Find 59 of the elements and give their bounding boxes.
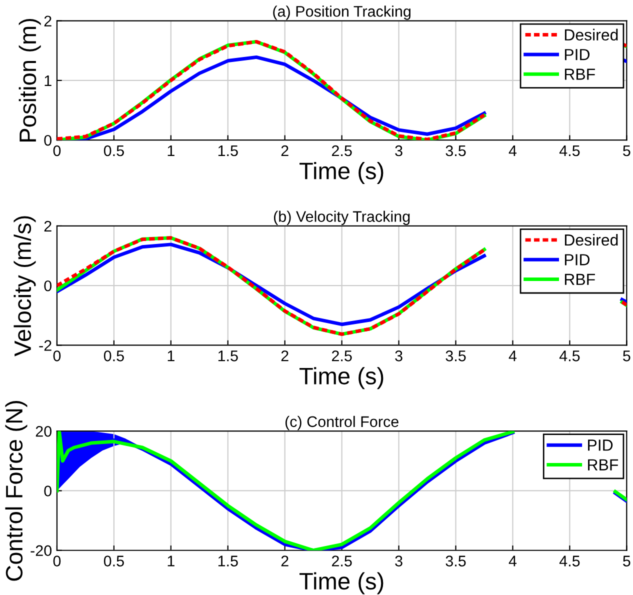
x-tick-label: 2 — [281, 350, 288, 362]
x-tick-label: 5 — [623, 146, 630, 156]
x-tick-label: 4.5 — [559, 556, 580, 566]
y-tick-label: 2 — [44, 16, 52, 26]
legend-label: RBF — [564, 68, 595, 80]
legend-label: PID — [588, 440, 613, 451]
x-tick-label: 1 — [168, 350, 174, 362]
legend-label: PID — [564, 254, 590, 266]
x-tick-label: 3.5 — [446, 145, 466, 156]
x-tick-label: 1.5 — [218, 350, 238, 362]
x-tick-label: 0.5 — [104, 145, 124, 156]
x-tick-label: 0 — [53, 145, 61, 156]
x-tick-label: 1 — [168, 146, 174, 156]
x-tick-label: 3 — [395, 350, 402, 362]
x-tick-label: 4 — [508, 146, 517, 156]
x-tick-label: 5 — [623, 350, 630, 362]
x-tick-label: 5 — [623, 556, 630, 566]
x-tick-label: 1.5 — [218, 146, 238, 156]
x-tick-label: 4.5 — [559, 350, 580, 362]
x-tick-label: 2.5 — [332, 350, 352, 362]
y-tick-label: 0 — [44, 280, 52, 292]
legend-label: Desired — [564, 234, 618, 246]
chart-title: (a) Position Tracking — [273, 6, 410, 20]
chart-title: (c) Control Force — [285, 416, 398, 430]
x-axis-title: Time (s) — [300, 162, 384, 184]
x-tick-label: 3.5 — [446, 350, 466, 362]
legend-label: RBF — [588, 459, 618, 470]
legend-label: PID — [564, 49, 590, 60]
x-tick-label: 0 — [53, 350, 61, 362]
y-tick-label: 20 — [36, 426, 52, 437]
legend-label: RBF — [564, 274, 595, 285]
y-tick-label: 2 — [44, 220, 52, 232]
x-tick-label: 0 — [53, 556, 61, 566]
legend-label: Desired — [564, 28, 618, 41]
chart-title: (b) Velocity Tracking — [274, 210, 410, 225]
y-tick-label: 0 — [44, 486, 52, 496]
x-tick-label: 1 — [168, 556, 174, 566]
y-tick-label: -2 — [39, 340, 52, 351]
y-axis-title: Position (m) — [18, 18, 41, 142]
x-axis-title: Time (s) — [300, 572, 384, 594]
x-tick-label: 2 — [281, 556, 288, 566]
x-tick-label: 0.5 — [104, 556, 124, 566]
y-axis-title: Velocity (m/s) — [14, 216, 36, 356]
x-tick-label: 3 — [395, 145, 402, 156]
y-axis-title: Control Force (N) — [5, 401, 28, 581]
y-tick-label: -20 — [30, 545, 52, 556]
x-tick-label: 3.5 — [446, 556, 466, 566]
x-tick-label: 2 — [281, 145, 288, 156]
x-tick-label: 0.5 — [104, 350, 124, 362]
y-tick-label: 0 — [44, 134, 52, 146]
x-tick-label: 4.5 — [559, 146, 580, 156]
x-axis-title: Time (s) — [300, 367, 384, 390]
x-tick-label: 4 — [508, 556, 517, 566]
x-tick-label: 4 — [508, 350, 517, 362]
x-tick-label: 1.5 — [218, 556, 238, 566]
x-tick-label: 2.5 — [332, 556, 352, 566]
x-tick-label: 3 — [395, 556, 402, 566]
x-tick-label: 2.5 — [332, 145, 352, 156]
y-tick-label: 1 — [44, 75, 52, 86]
